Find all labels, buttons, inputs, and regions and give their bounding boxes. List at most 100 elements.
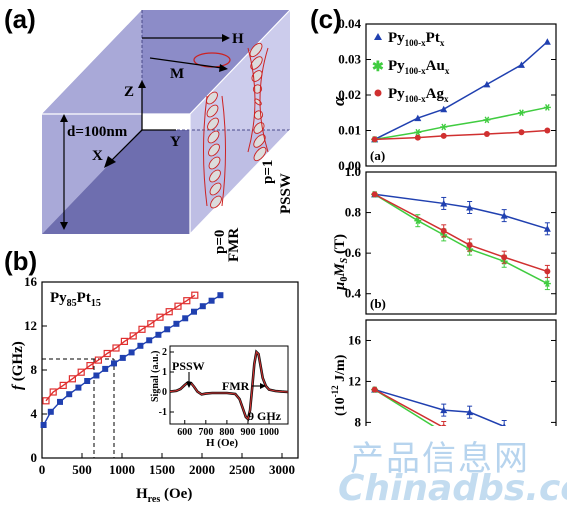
- c-bot-series-group: [371, 386, 507, 436]
- c-mid-sublabel: (b): [370, 296, 386, 311]
- x-tick-label: 1000: [109, 462, 135, 477]
- c-top-data-point: [440, 105, 448, 113]
- panel-c-series: [371, 38, 551, 436]
- c-top-y-tick-label: 0.02: [338, 87, 361, 102]
- data-point-fmr: [217, 292, 224, 299]
- data-point-fmr: [84, 378, 91, 384]
- c-top-data-point: [415, 128, 421, 136]
- data-point-fmr: [128, 349, 135, 356]
- spin-fmr: [206, 104, 219, 118]
- inset-y-tick-label: 2: [162, 347, 167, 358]
- c-mid-series-group: [371, 190, 551, 291]
- thickness-label: d=100nm: [67, 124, 128, 140]
- p0-label: p=0: [212, 230, 228, 254]
- c-bot-ylabel: (10-12 J/m): [330, 354, 348, 416]
- c-top-line: [374, 129, 548, 141]
- panel-c-label: (c): [310, 4, 342, 34]
- data-point-fmr: [119, 354, 126, 361]
- inset-ticks: 600 700 800 900 1000 -1 0 1 2: [159, 347, 279, 438]
- spin-fmr: [206, 91, 218, 105]
- data-point-pssw: [42, 397, 50, 405]
- c-top-line: [374, 41, 548, 141]
- m-label: M: [170, 66, 184, 82]
- c-bot-line: [374, 388, 435, 426]
- data-point-pssw: [103, 349, 111, 358]
- c-bot-data-point: [371, 386, 378, 393]
- data-point-fmr: [182, 315, 189, 322]
- spin-pssw: [250, 56, 263, 70]
- legend-pt: Py100-xPtx: [388, 30, 445, 48]
- box-left-face: [42, 10, 142, 234]
- c-top-data-point: [371, 136, 378, 143]
- inset-y-tick-label: 1: [162, 367, 167, 378]
- inset-ylabel: Signal (a.u.): [150, 351, 161, 402]
- fmr-mode-spins: [203, 91, 226, 209]
- c-mid-data-point: [415, 217, 421, 225]
- pssw-envelope: [247, 47, 269, 153]
- fmr-envelope: [203, 95, 226, 207]
- c-top-data-point: [544, 127, 551, 134]
- c-mid-data-point: [500, 212, 508, 219]
- c-top-data-point: [483, 131, 490, 138]
- data-point-fmr: [164, 326, 171, 333]
- legend-ag-marker: [374, 89, 382, 97]
- c-top-y-tick-label: 0.03: [338, 52, 361, 67]
- c-mid-data-point: [501, 254, 508, 261]
- inset-fmr-annotation: FMR: [222, 379, 250, 393]
- x-tick-label: 2000: [189, 462, 215, 477]
- spin-fmr: [207, 117, 219, 131]
- data-point-fmr: [66, 391, 73, 398]
- inset-x-tick-label: 700: [198, 427, 213, 438]
- data-point-pssw: [165, 308, 173, 316]
- panel-c-legend: Py100-xPtx ✱ Py100-xAux Py100-xAgx: [372, 30, 450, 104]
- legend-pt-marker: [374, 33, 382, 40]
- c-top-data-point: [519, 109, 524, 117]
- x-tick-label: 0: [39, 462, 46, 477]
- inset-x-tick-label: 1000: [259, 427, 279, 438]
- x-tick-label: 3000: [269, 462, 295, 477]
- fmr-label: FMR: [226, 228, 242, 262]
- panel-a-diagram: (a) H M Z Y X d=100nm: [4, 4, 294, 262]
- c-bot-data-point: [442, 430, 446, 436]
- c-mid-data-point: [466, 242, 473, 249]
- y-tick-label: 4: [31, 406, 38, 421]
- c-mid-line: [374, 193, 548, 285]
- m-vector-arrow: [149, 57, 223, 69]
- data-point-fmr: [40, 422, 47, 428]
- c-mid-data-point: [544, 268, 551, 275]
- c-mid-y-tick-label: 0.8: [345, 205, 362, 220]
- c-top-data-point: [517, 61, 525, 68]
- pssw-label: PSSW: [278, 173, 294, 214]
- p1-label: p=1: [260, 160, 276, 184]
- inset-y-tick-label: -1: [159, 407, 167, 418]
- c-top-data-point: [483, 80, 491, 88]
- c-top-line: [374, 106, 548, 141]
- c-mid-data-point: [543, 225, 551, 232]
- panel-c-chart: (c) 0.00 0.01 0.02 0.03 0.04 0.4 0.6 0.8 1.0 8 12 1…: [310, 4, 557, 436]
- spin-pssw: [251, 70, 263, 82]
- watermark-cn: 产品信息网: [350, 439, 530, 479]
- c-mid-data-point: [440, 227, 447, 234]
- data-point-pssw: [112, 344, 120, 352]
- c-top-data-point: [545, 104, 550, 111]
- inset-x-tick-label: 600: [177, 427, 192, 438]
- panel-b-label: (b): [4, 246, 37, 276]
- c-bot-data-point: [502, 422, 506, 426]
- y-tick-label: 8: [31, 362, 38, 377]
- data-point-fmr: [111, 360, 117, 367]
- spin-fmr: [208, 143, 220, 157]
- data-point-fmr: [155, 331, 162, 338]
- data-point-fmr: [199, 303, 206, 310]
- c-bot-frame: [365, 319, 557, 426]
- spin-fmr: [209, 182, 222, 196]
- inset-frequency: 9 GHz: [248, 409, 282, 423]
- data-point-pssw: [183, 297, 191, 305]
- data-point-pssw: [77, 368, 85, 376]
- panel-b-title: Py85Pt15: [50, 290, 101, 309]
- c-top-ylabel: α: [329, 96, 348, 106]
- data-point-pssw: [49, 388, 57, 396]
- c-top-sublabel: (a): [370, 148, 385, 163]
